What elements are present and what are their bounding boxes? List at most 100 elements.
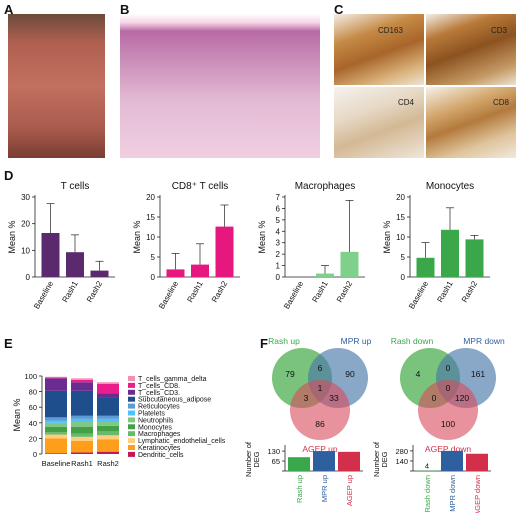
y-tick-label-2-3: 3	[276, 239, 281, 248]
y-axis-label-1: Mean %	[132, 220, 142, 253]
histology-image	[120, 14, 320, 158]
deg-up-bar-2	[338, 451, 360, 471]
stack-segment-0-9	[45, 378, 67, 391]
y-tick-label-2-1: 1	[276, 262, 281, 271]
panel-label-e: E	[4, 336, 13, 351]
venn-down-count-6: 100	[441, 419, 455, 429]
stack-segment-2-11	[97, 382, 119, 384]
venn-down-count-4: 0	[446, 383, 451, 393]
venn-up-label-c: AGEP up	[302, 444, 338, 454]
bar-2-2	[340, 251, 359, 277]
chart-title-1: CD8⁺ T cells	[172, 181, 229, 192]
y-tick-label-1-1: 5	[151, 253, 156, 262]
stack-segment-1-4	[71, 426, 93, 434]
x-tick-label-0-2: Rash2	[85, 279, 105, 304]
y-tick-label-1-2: 10	[146, 233, 155, 242]
bar-1-2	[215, 226, 234, 277]
deg-down-x-label-0: Rash down	[423, 475, 432, 513]
stack-segment-1-0	[71, 452, 93, 454]
venn-up-label-b: MPR up	[341, 336, 372, 346]
stack-segment-2-7	[97, 415, 119, 419]
deg-up-y-tick-label-2: 130	[267, 447, 280, 456]
deg-down-y-tick-label-2: 280	[395, 447, 408, 456]
panel-label-c: C	[334, 2, 344, 17]
deg-down-data-label-0: 4	[425, 462, 429, 471]
ihc-label-cd4: CD4	[398, 98, 415, 107]
x-tick-label-2-1: Rash1	[310, 279, 330, 304]
deg-up-x-label-2: AGEP up	[345, 475, 354, 506]
deg-down-y-label-2: DEG	[380, 451, 389, 467]
stack-segment-2-1	[97, 439, 119, 452]
stack-segment-1-8	[71, 390, 93, 416]
venn-down-circle-c	[418, 380, 478, 440]
chart-title-3: Monocytes	[426, 181, 474, 192]
legend-label-8: Macrophages	[138, 431, 181, 438]
venn-up-circle-c	[290, 380, 350, 440]
x-tick-label-3-0: Baseline	[407, 279, 430, 311]
ihc-cd4	[334, 87, 424, 158]
panel-label-d: D	[4, 168, 14, 183]
y-tick-label-2-6: 6	[276, 204, 281, 213]
legend-swatch-1	[128, 382, 135, 388]
stack-segment-0-4	[45, 426, 67, 433]
stack-segment-1-9	[71, 382, 93, 391]
deg-down-x-label-2: AGEP down	[473, 475, 482, 513]
legend-label-3: Subcutaneous_adipose	[138, 397, 211, 404]
stack-segment-0-2	[45, 434, 67, 439]
x-tick-label-1-0: Baseline	[157, 279, 180, 311]
venn-up-count-2: 90	[345, 369, 355, 379]
stack-segment-2-5	[97, 422, 119, 426]
stack-segment-2-9	[97, 393, 119, 398]
stack-segment-2-10	[97, 383, 119, 394]
x-tick-label-1-2: Rash2	[210, 279, 230, 304]
legend-label-5: Platelets	[138, 411, 165, 418]
stack-y-tick-label-0: 0	[33, 450, 37, 459]
y-tick-label-3-2: 10	[396, 233, 405, 242]
venn-down-count-5: 120	[455, 393, 469, 403]
legend-label-11: Dendritic_cells	[138, 452, 184, 459]
ihc-cd163	[334, 14, 424, 85]
stack-segment-0-8	[45, 390, 67, 418]
y-tick-label-0-3: 30	[21, 193, 30, 202]
ihc-label-cd163: CD163	[378, 26, 403, 35]
x-tick-label-3-1: Rash1	[435, 279, 455, 304]
ihc-label-cd3: CD3	[491, 26, 508, 35]
venn-up-count-4: 1	[318, 383, 323, 393]
stack-segment-1-7	[71, 415, 93, 419]
venn-up-count-3: 3	[304, 393, 309, 403]
y-tick-label-1-3: 15	[146, 213, 155, 222]
stack-segment-1-3	[71, 433, 93, 437]
y-tick-label-2-0: 0	[276, 273, 281, 282]
stack-segment-0-11	[45, 376, 67, 378]
legend-label-0: T_cells_gamma_delta	[138, 376, 207, 383]
legend-swatch-2	[128, 389, 135, 395]
stack-segment-1-2	[71, 436, 93, 441]
legend-swatch-10	[128, 445, 135, 450]
y-tick-label-1-0: 0	[151, 273, 156, 282]
legend-swatch-4	[128, 403, 135, 409]
y-tick-label-0-0: 0	[26, 273, 31, 282]
y-tick-label-2-4: 4	[276, 227, 281, 236]
legend-label-6: Neutrophils	[138, 417, 174, 424]
stack-y-tick-label-1: 20	[29, 434, 37, 443]
y-axis-label-0: Mean %	[7, 220, 17, 253]
legend-swatch-8	[128, 431, 135, 437]
deg-up-y-label-2: DEG	[252, 451, 261, 467]
panel-label-a: A	[4, 2, 14, 17]
legend-swatch-6	[128, 417, 135, 423]
stack-x-label-1: Rash1	[71, 459, 93, 468]
stack-segment-0-6	[45, 420, 67, 423]
stack-y-tick-label-2: 40	[29, 419, 37, 428]
stack-segment-1-5	[71, 422, 93, 427]
legend-label-4: Reticulocytes	[138, 404, 180, 411]
y-tick-label-3-3: 15	[396, 213, 405, 222]
stack-y-tick-label-5: 100	[24, 372, 37, 381]
stack-segment-0-0	[45, 453, 67, 454]
bar-1-0	[166, 269, 185, 277]
deg-down-y-label-1: Number of	[372, 441, 381, 477]
deg-up-y-label-1: Number of	[244, 441, 253, 477]
stack-segment-1-6	[71, 418, 93, 423]
venn-down-count-0: 4	[416, 369, 421, 379]
stack-segment-1-11	[71, 378, 93, 380]
y-axis-label-3: Mean %	[382, 220, 392, 253]
